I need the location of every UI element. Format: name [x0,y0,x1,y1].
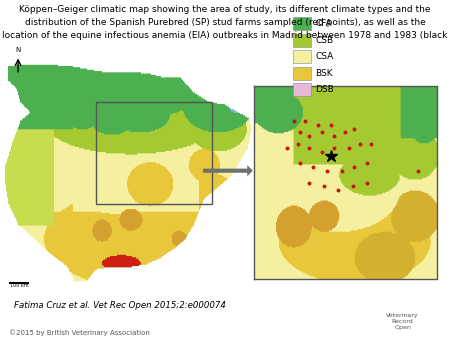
Text: CSB: CSB [315,35,333,45]
Bar [292,83,310,96]
Text: CFA: CFA [315,19,332,28]
Bar [292,17,310,30]
Bar [292,50,310,63]
Bar [292,67,310,80]
Text: ©2015 by British Veterinary Association: ©2015 by British Veterinary Association [9,330,150,336]
Text: BSK: BSK [315,69,333,78]
Text: location of the equine infectious anemia (EIA) outbreaks in Madrid between 1978 : location of the equine infectious anemia… [2,31,448,40]
Text: Veterinary
Record
Open: Veterinary Record Open [387,313,419,330]
Text: N: N [15,47,21,53]
Bar [292,33,310,47]
Text: distribution of the Spanish Purebred (SP) stud farms sampled (red points), as we: distribution of the Spanish Purebred (SP… [25,18,425,27]
Text: Fatima Cruz et al. Vet Rec Open 2015;2:e000074: Fatima Cruz et al. Vet Rec Open 2015;2:e… [14,301,225,310]
Bar [95,102,212,203]
Text: CSA: CSA [315,52,334,61]
Text: 100 km: 100 km [10,283,28,288]
Text: DSB: DSB [315,86,334,94]
Text: Köppen–Geiger climatic map showing the area of study, its different climate type: Köppen–Geiger climatic map showing the a… [19,5,431,14]
